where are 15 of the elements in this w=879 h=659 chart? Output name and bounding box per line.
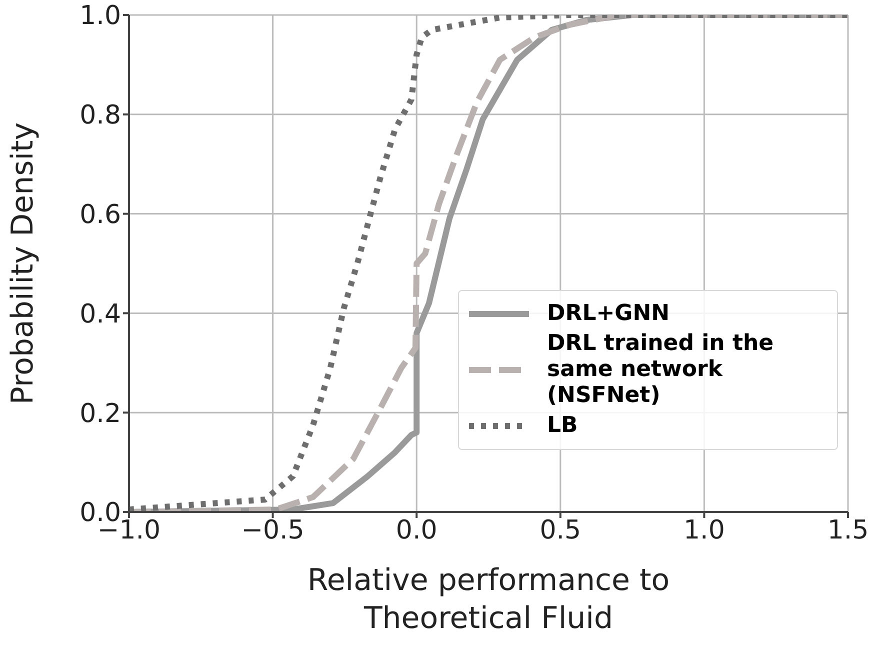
y-tick-label: 0.2 bbox=[80, 398, 121, 429]
x-tick-label: 1.5 bbox=[827, 515, 869, 546]
y-tick-label: 0.4 bbox=[80, 299, 121, 330]
legend-label: LB bbox=[547, 413, 578, 439]
x-tick-label: 1.0 bbox=[684, 515, 725, 546]
y-tick-label: 0.8 bbox=[80, 100, 121, 131]
y-tick-label: 0.6 bbox=[80, 200, 121, 230]
legend-label: DRL+GNN bbox=[547, 301, 670, 327]
legend-label: DRL trained in the same network (NSFNet) bbox=[547, 331, 775, 409]
y-axis-title: Probability Density bbox=[6, 122, 41, 405]
x-axis-title: Relative performance to Theoretical Fluid bbox=[306, 562, 671, 638]
x-tick-label: 0.0 bbox=[396, 515, 438, 546]
x-tick-label: −0.5 bbox=[241, 515, 304, 546]
x-tick-label: 0.5 bbox=[540, 515, 582, 546]
y-tick-label: 1.0 bbox=[80, 1, 121, 32]
